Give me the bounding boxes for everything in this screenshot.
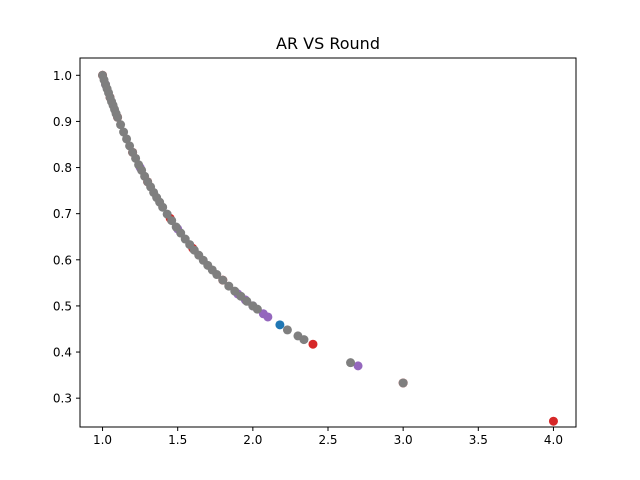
data-point: [252, 304, 262, 314]
data-point: [212, 270, 222, 280]
data-point: [122, 134, 132, 144]
data-point: [158, 202, 168, 212]
axes: 1.0 1.5 2.0 2.5 3.0 3.5 4.0 0.3 0.4 0.5 0.6 0.7 0.8 0…: [53, 69, 563, 447]
data-point: [282, 325, 292, 335]
x-tick-label: 3.0: [394, 433, 413, 447]
data-point: [236, 291, 246, 301]
plot-frame: [79, 57, 577, 428]
data-point: [167, 216, 177, 226]
y-tick-label: 0.4: [53, 346, 72, 360]
y-tick-label: 1.0: [53, 69, 72, 83]
data-point: [353, 361, 363, 371]
y-tick-label: 0.3: [53, 392, 72, 406]
data-point: [113, 112, 123, 122]
y-tick-label: 0.6: [53, 253, 72, 267]
data-point: [346, 358, 356, 368]
x-tick-label: 3.5: [469, 433, 488, 447]
x-tick-label: 1.0: [93, 433, 112, 447]
data-point: [548, 416, 558, 426]
data-point: [116, 120, 126, 130]
x-tick-label: 4.0: [544, 433, 563, 447]
data-point: [299, 335, 309, 345]
data-point: [230, 286, 240, 296]
y-tick-label: 0.5: [53, 299, 72, 313]
data-points: [98, 70, 558, 426]
data-point: [275, 320, 285, 330]
data-point: [218, 275, 228, 285]
data-point: [224, 281, 234, 291]
data-point: [162, 209, 172, 219]
x-tick-label: 1.5: [168, 433, 187, 447]
y-tick-label: 0.8: [53, 161, 72, 175]
y-tick-label: 0.7: [53, 207, 72, 221]
y-tick-label: 0.9: [53, 115, 72, 129]
data-point: [119, 127, 129, 137]
x-tick-label: 2.5: [318, 433, 337, 447]
data-point: [263, 312, 273, 322]
x-tick-label: 2.0: [243, 433, 262, 447]
data-point: [308, 339, 318, 349]
chart-title: AR VS Round: [276, 34, 380, 53]
data-point: [398, 378, 408, 388]
